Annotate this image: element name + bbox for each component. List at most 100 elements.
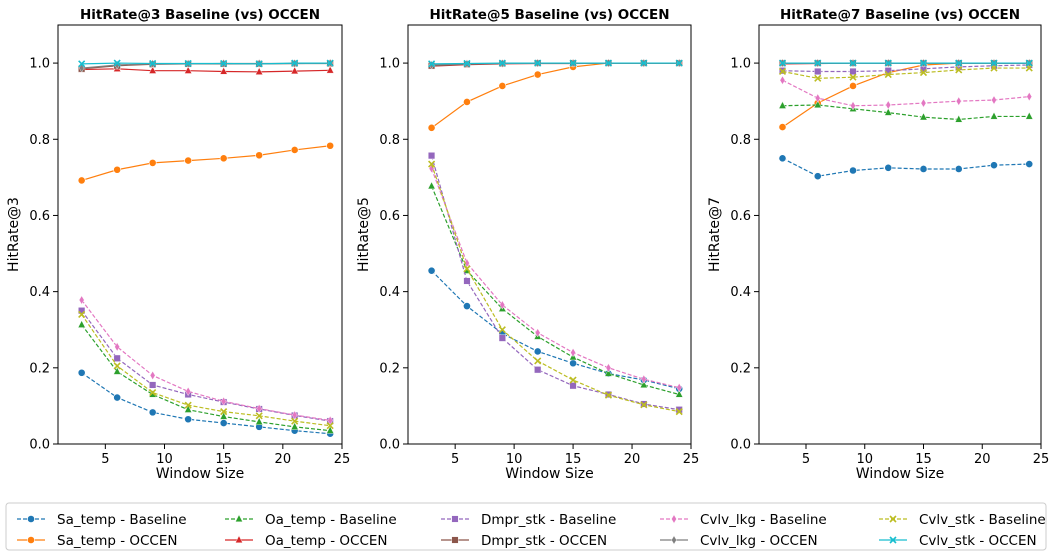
data-point [219, 154, 228, 163]
data-point [534, 328, 541, 338]
chart-title: HitRate@5 Baseline (vs) OCCEN [429, 7, 669, 23]
series-line [431, 163, 680, 413]
chart-panel-2: 0.0 0.2 0.4 0.6 0.8 1.0 5 10 15 20 25 HitRate@5 Bas… [356, 7, 699, 482]
data-point [814, 74, 822, 82]
y-tick-label: 0.0 [730, 438, 751, 453]
data-point [814, 93, 821, 103]
data-point [604, 368, 613, 377]
data-point [291, 417, 299, 425]
data-point [954, 165, 963, 173]
data-point [77, 368, 86, 377]
data-point [954, 114, 963, 123]
data-point [428, 152, 436, 160]
legend-entry: Oa_temp - OCCEN [225, 533, 388, 549]
data-point [569, 376, 577, 384]
series-line [782, 67, 1030, 79]
plot-frame [758, 24, 1042, 445]
x-tick-label: 5 [802, 452, 810, 467]
data-point [884, 163, 893, 172]
legend-label: Cvlv_stk - OCCEN [919, 533, 1037, 549]
data-point [569, 59, 577, 67]
legend-label: Cvlv_lkg - Baseline [700, 512, 827, 528]
data-point [990, 111, 998, 120]
data-point [185, 386, 191, 397]
data-point [498, 59, 506, 67]
data-point [78, 60, 86, 68]
legend-label: Cvlv_lkg - OCCEN [700, 533, 818, 549]
legend-label: Sa_temp - OCCEN [57, 533, 177, 549]
data-point [849, 67, 857, 75]
series-line [81, 324, 331, 432]
series-line [431, 155, 680, 411]
data-point [849, 73, 857, 81]
data-point [1025, 160, 1034, 168]
y-tick-label: 1.0 [730, 57, 751, 72]
legend-marker [451, 536, 459, 544]
data-point [850, 101, 856, 111]
x-tick-label: 20 [624, 452, 641, 467]
data-point [778, 101, 787, 109]
data-point [290, 422, 299, 430]
data-point [639, 380, 648, 388]
data-point [220, 408, 228, 416]
x-tick-label: 10 [856, 452, 873, 467]
data-point [884, 107, 893, 116]
data-point [534, 357, 542, 365]
y-tick-label: 0.6 [730, 209, 751, 224]
data-point [184, 66, 193, 74]
data-point [114, 342, 120, 352]
data-point [675, 389, 684, 398]
chart-title: HitRate@3 Baseline (vs) OCCEN [80, 7, 320, 23]
data-point [849, 59, 857, 67]
legend-entry: Dmpr_stk - OCCEN [441, 533, 607, 549]
legend-entry: Cvlv_stk - Baseline [879, 512, 1046, 528]
data-point [149, 381, 157, 389]
data-point [184, 59, 192, 68]
y-tick-label: 1.0 [379, 57, 400, 72]
data-point [814, 59, 822, 67]
data-point [220, 396, 227, 406]
legend-marker [27, 515, 35, 523]
chart-title: HitRate@7 Baseline (vs) OCCEN [780, 7, 1020, 23]
y-tick-label: 0.2 [379, 361, 400, 376]
data-point [498, 334, 506, 342]
data-point [534, 366, 542, 374]
series-oa-temp-occen [77, 64, 335, 75]
data-point [498, 326, 506, 334]
data-point [184, 401, 192, 409]
y-tick-label: 0.4 [29, 285, 50, 300]
x-tick-label: 25 [1033, 452, 1050, 467]
data-point [640, 401, 648, 409]
data-point [148, 66, 157, 74]
series-cvlv-lkg-baseline [428, 164, 682, 393]
data-point [184, 405, 193, 413]
data-point [113, 354, 121, 362]
series-sa-temp-occen [427, 59, 684, 132]
legend-marker [27, 536, 35, 544]
data-point [955, 59, 963, 67]
series-line [431, 62, 680, 65]
data-point [463, 98, 471, 106]
data-point [849, 166, 857, 175]
legend-marker [235, 535, 243, 543]
series-line [431, 270, 680, 390]
plot-frame [57, 24, 343, 445]
data-point [291, 59, 299, 67]
x-tick-label: 15 [915, 452, 932, 467]
data-point [219, 411, 228, 420]
legend-label: Oa_temp - OCCEN [265, 533, 388, 549]
data-point [219, 419, 228, 427]
legend-marker [889, 536, 897, 544]
y-axis-label: HitRate@5 [356, 197, 372, 272]
data-point [113, 362, 121, 370]
data-point [255, 412, 263, 420]
data-point [778, 154, 787, 163]
data-point [148, 158, 157, 167]
x-axis-label: Window Size [156, 466, 244, 482]
x-tick-label: 20 [275, 452, 292, 467]
series-line [81, 299, 331, 421]
data-point [77, 320, 86, 328]
y-tick-label: 0.8 [379, 133, 400, 148]
y-tick-label: 0.2 [730, 361, 751, 376]
data-point [813, 172, 822, 181]
